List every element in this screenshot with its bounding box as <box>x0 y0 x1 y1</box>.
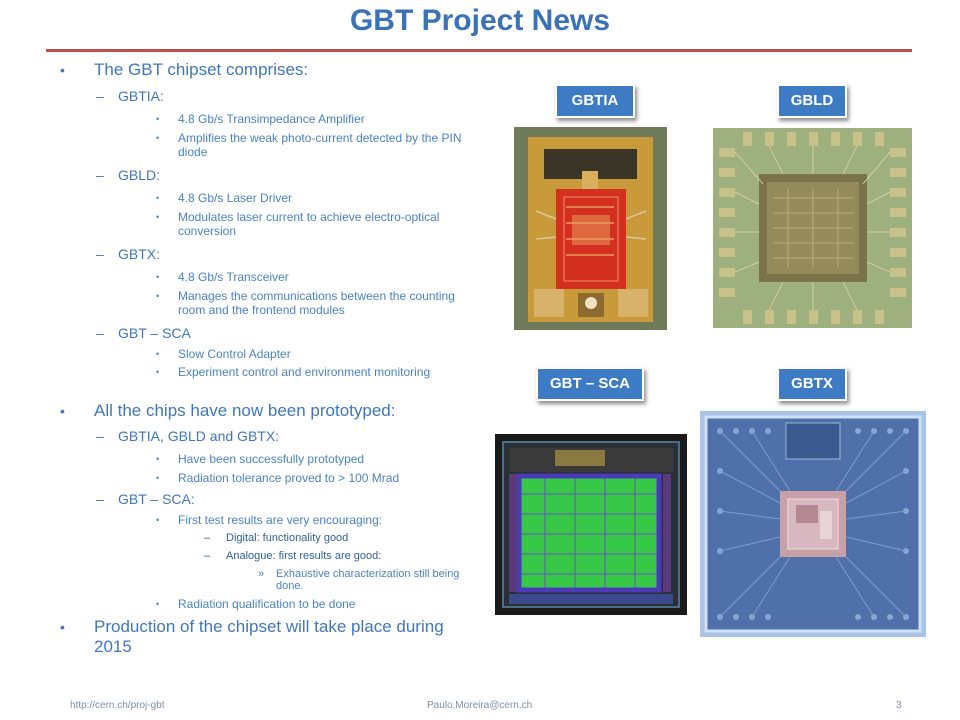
label-gbtia: GBTIA <box>555 84 635 118</box>
footer-email: Paulo.Moreira@cern.ch <box>427 700 533 711</box>
item-radiation-qualification: Radiation qualification to be done <box>60 597 480 611</box>
bullet-prototyped: All the chips have now been prototyped: <box>60 401 480 421</box>
sub-sca-status: GBT – SCA: <box>60 491 480 508</box>
item-gbtx-2: Manages the communications between the c… <box>60 289 480 317</box>
gbt-sca-layout-image <box>495 434 687 615</box>
title-divider <box>46 49 912 52</box>
bullet-chipset: The GBT chipset comprises: <box>60 60 480 80</box>
bullet-production: Production of the chipset will take plac… <box>60 617 480 657</box>
gbtx-layout-image <box>700 411 926 637</box>
item-gbtia-1: 4.8 Gb/s Transimpedance Amplifier <box>60 112 480 126</box>
item-gbld-1: 4.8 Gb/s Laser Driver <box>60 191 480 205</box>
item-radiation: Radiation tolerance proved to > 100 Mrad <box>60 471 480 485</box>
label-gbt-sca: GBT – SCA <box>536 367 644 401</box>
item-gbld-2: Modulates laser current to achieve elect… <box>60 210 480 238</box>
item-first-results: First test results are very encouraging: <box>60 513 480 527</box>
item-prototyped: Have been successfully prototyped <box>60 452 480 466</box>
sub-gbld: GBLD: <box>60 167 480 184</box>
sub-prototyped-chips: GBTIA, GBLD and GBTX: <box>60 428 480 445</box>
gbld-chip-image <box>713 128 912 328</box>
page-number: 3 <box>896 700 902 711</box>
sub-sca: GBT – SCA <box>60 325 480 342</box>
bullet-list: The GBT chipset comprises: GBTIA: 4.8 Gb… <box>60 60 480 657</box>
gbtia-chip-image <box>514 127 667 330</box>
sub-gbtx: GBTX: <box>60 246 480 263</box>
item-sca-2: Experiment control and environment monit… <box>60 365 480 379</box>
item-characterization: Exhaustive characterization still being … <box>60 568 480 592</box>
label-gbld: GBLD <box>777 84 847 118</box>
item-digital: Digital: functionality good <box>60 532 480 545</box>
item-analogue: Analogue: first results are good: <box>60 550 480 563</box>
item-gbtia-2: Amplifies the weak photo-current detecte… <box>60 131 480 159</box>
label-gbtx: GBTX <box>777 367 847 401</box>
footer-url: http://cern.ch/proj-gbt <box>70 700 165 711</box>
sub-gbtia: GBTIA: <box>60 88 480 105</box>
item-sca-1: Slow Control Adapter <box>60 347 480 361</box>
slide-title: GBT Project News <box>349 4 611 37</box>
item-gbtx-1: 4.8 Gb/s Transceiver <box>60 270 480 284</box>
